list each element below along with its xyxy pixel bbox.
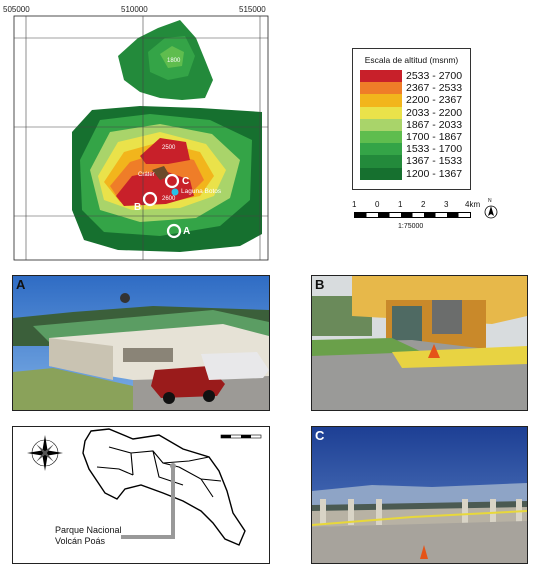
scale-bar: 1 0 1 2 3 4km 1:75000 N (351, 198, 501, 240)
laguna-marker (171, 188, 179, 196)
photo-a: A (12, 275, 270, 411)
photo-c-letter: C (315, 428, 325, 443)
x-tick-505000: 505000 (3, 5, 30, 14)
compass-rose-icon (27, 435, 63, 471)
scale-tick: 1 (398, 200, 403, 209)
scale-tick: 1 (352, 200, 357, 209)
legend-swatch (360, 82, 402, 95)
legend-swatch (360, 70, 402, 83)
crater-marker (152, 166, 170, 180)
photo-b-letter: B (315, 277, 325, 292)
scale-tick: 4km (465, 200, 481, 209)
scale-tick: 2 (421, 200, 426, 209)
legend-row: 1533 - 1700 (360, 143, 470, 156)
legend-row: 2033 - 2200 (360, 106, 470, 119)
peak-label-1800: 1800 (167, 58, 181, 64)
legend-row: 1367 - 1533 (360, 155, 470, 168)
legend-label: 1867 - 2033 (406, 118, 463, 131)
scale-tick: 0 (375, 200, 380, 209)
legend-row: 1200 - 1367 (360, 167, 470, 180)
legend-swatch (360, 118, 402, 131)
site-c-marker (164, 173, 180, 189)
legend-swatch (360, 155, 402, 168)
legend-label: 1533 - 1700 (406, 143, 463, 156)
park-label-line2: Volcán Poás (55, 536, 106, 546)
crater-label: Cráter (138, 172, 155, 178)
legend-label: 2533 - 2700 (406, 70, 463, 83)
legend-label: 1367 - 1533 (406, 155, 463, 168)
park-label-line1: Parque Nacional (55, 525, 122, 535)
site-b-marker (142, 191, 158, 207)
legend-swatch (360, 94, 402, 107)
legend-row: 1700 - 1867 (360, 130, 470, 144)
site-label-b: B (134, 202, 142, 213)
legend-label: 1200 - 1367 (406, 167, 463, 180)
legend-swatch (360, 130, 402, 144)
legend-label: 2033 - 2200 (406, 106, 463, 119)
legend-swatch (360, 106, 402, 119)
legend-row: 1867 - 2033 (360, 118, 470, 131)
legend-row: 2200 - 2367 (360, 94, 470, 107)
legend-swatch (360, 167, 402, 180)
site-a-marker (166, 223, 182, 239)
legend-label: 2367 - 2533 (406, 82, 463, 95)
legend-row: 2367 - 2533 (360, 82, 470, 95)
scale-tick: 3 (444, 200, 449, 209)
location-map: Parque Nacional Volcán Poás (12, 426, 270, 564)
elevation-map: 505000 510000 515000 250000 245000 24000… (0, 0, 538, 265)
peak-label-2600: 2600 (162, 196, 176, 202)
site-label-a: A (183, 226, 191, 237)
north-label: N (488, 198, 492, 204)
scale-bar-graphic (354, 212, 471, 218)
site-label-c: C (182, 176, 190, 187)
legend-label: 2200 - 2367 (406, 94, 463, 107)
north-arrow-icon: N (484, 198, 498, 220)
legend-row: 2533 - 2700 (360, 70, 470, 83)
x-tick-510000: 510000 (121, 5, 148, 14)
scale-ratio: 1:75000 (398, 223, 424, 230)
legend-label: 1700 - 1867 (406, 131, 463, 144)
x-tick-515000: 515000 (239, 5, 266, 14)
terrain-map (13, 15, 269, 261)
photo-c: C (311, 426, 528, 564)
photo-a-letter: A (16, 277, 26, 292)
legend-swatch (360, 143, 402, 156)
peak-label-2500: 2500 (162, 145, 176, 151)
photo-b: B (311, 275, 528, 411)
elevation-legend: Escala de altitud (msnm) 2533 - 2700 2367… (352, 48, 471, 190)
lagoon-label: Laguna Botos (181, 188, 222, 195)
legend-title: Escala de altitud (msnm) (364, 55, 459, 65)
